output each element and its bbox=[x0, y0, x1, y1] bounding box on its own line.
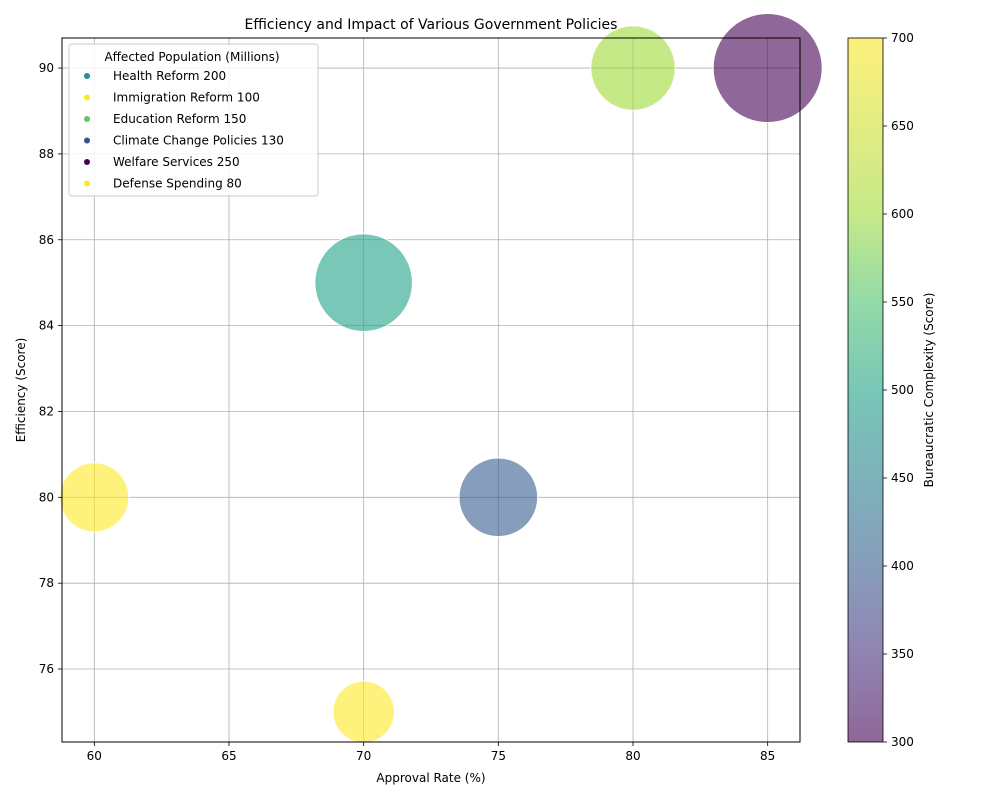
y-tick-label: 80 bbox=[39, 490, 54, 504]
colorbar-ticks: 300 350 400 450 500 550 600 650 700 bbox=[883, 31, 914, 749]
data-points bbox=[59, 13, 823, 744]
colorbar-tick-label: 500 bbox=[891, 383, 914, 397]
legend-entry-label: Defense Spending 80 bbox=[113, 177, 242, 191]
chart-title: Efficiency and Impact of Various Governm… bbox=[245, 17, 618, 33]
colorbar-tick-label: 700 bbox=[891, 31, 914, 45]
legend-marker bbox=[84, 137, 90, 144]
legend-entry-label: Health Reform 200 bbox=[113, 69, 226, 83]
grid-lines bbox=[62, 38, 800, 742]
colorbar-tick-label: 350 bbox=[891, 647, 914, 661]
y-tick-label: 88 bbox=[39, 147, 54, 161]
colorbar: 300 350 400 450 500 550 600 650 700 Bureaucratic… bbox=[847, 31, 936, 749]
legend-entry-label: Welfare Services 250 bbox=[113, 155, 240, 169]
legend-box bbox=[68, 43, 319, 197]
x-tick-label: 75 bbox=[491, 749, 506, 763]
colorbar-tick-label: 450 bbox=[891, 471, 914, 485]
legend-marker bbox=[84, 94, 90, 101]
x-tick-label: 70 bbox=[356, 749, 371, 763]
x-tick-label: 60 bbox=[87, 749, 102, 763]
y-tick-label: 84 bbox=[39, 319, 54, 333]
y-tick-label: 82 bbox=[39, 404, 54, 418]
y-tick-label: 78 bbox=[39, 576, 54, 590]
legend-entries: Health Reform 200 Immigration Reform 100 E… bbox=[84, 69, 284, 191]
data-point-bubble bbox=[712, 13, 823, 124]
legend-marker bbox=[84, 116, 90, 122]
x-tick-label: 80 bbox=[625, 749, 640, 763]
y-axis-label: Efficiency (Score) bbox=[14, 338, 28, 443]
data-point-bubble bbox=[314, 233, 413, 332]
colorbar-label: Bureaucratic Complexity (Score) bbox=[922, 293, 936, 488]
legend-marker bbox=[84, 73, 90, 79]
y-axis-ticks: 76 78 80 82 84 86 88 90 bbox=[39, 61, 62, 676]
colorbar-tick-label: 400 bbox=[891, 559, 914, 573]
y-tick-label: 86 bbox=[39, 233, 54, 247]
y-tick-label: 76 bbox=[39, 662, 54, 676]
data-point-bubble bbox=[458, 457, 539, 538]
colorbar-tick-label: 550 bbox=[891, 295, 914, 309]
legend-entry-label: Education Reform 150 bbox=[113, 112, 246, 126]
x-axis-label: Approval Rate (%) bbox=[376, 771, 485, 785]
legend-marker bbox=[84, 180, 90, 187]
data-point-bubble bbox=[332, 680, 395, 744]
colorbar-tick-label: 300 bbox=[891, 735, 914, 749]
legend-entry-label: Immigration Reform 100 bbox=[113, 91, 260, 105]
x-tick-label: 85 bbox=[760, 749, 775, 763]
y-tick-label: 90 bbox=[39, 61, 54, 75]
legend: Affected Population (Millions) Health Re… bbox=[68, 43, 319, 197]
legend-entry-label: Climate Change Policies 130 bbox=[113, 134, 284, 148]
plot-frame bbox=[61, 37, 801, 743]
data-point-bubble bbox=[590, 25, 676, 111]
data-point-bubble bbox=[59, 462, 130, 533]
colorbar-tick-label: 600 bbox=[891, 207, 914, 221]
x-axis-ticks: 60 65 70 75 80 85 bbox=[87, 742, 775, 763]
legend-title: Affected Population (Millions) bbox=[104, 50, 279, 64]
colorbar-gradient bbox=[848, 38, 883, 742]
colorbar-tick-label: 650 bbox=[891, 119, 914, 133]
x-tick-label: 65 bbox=[221, 749, 236, 763]
legend-marker bbox=[84, 159, 90, 165]
